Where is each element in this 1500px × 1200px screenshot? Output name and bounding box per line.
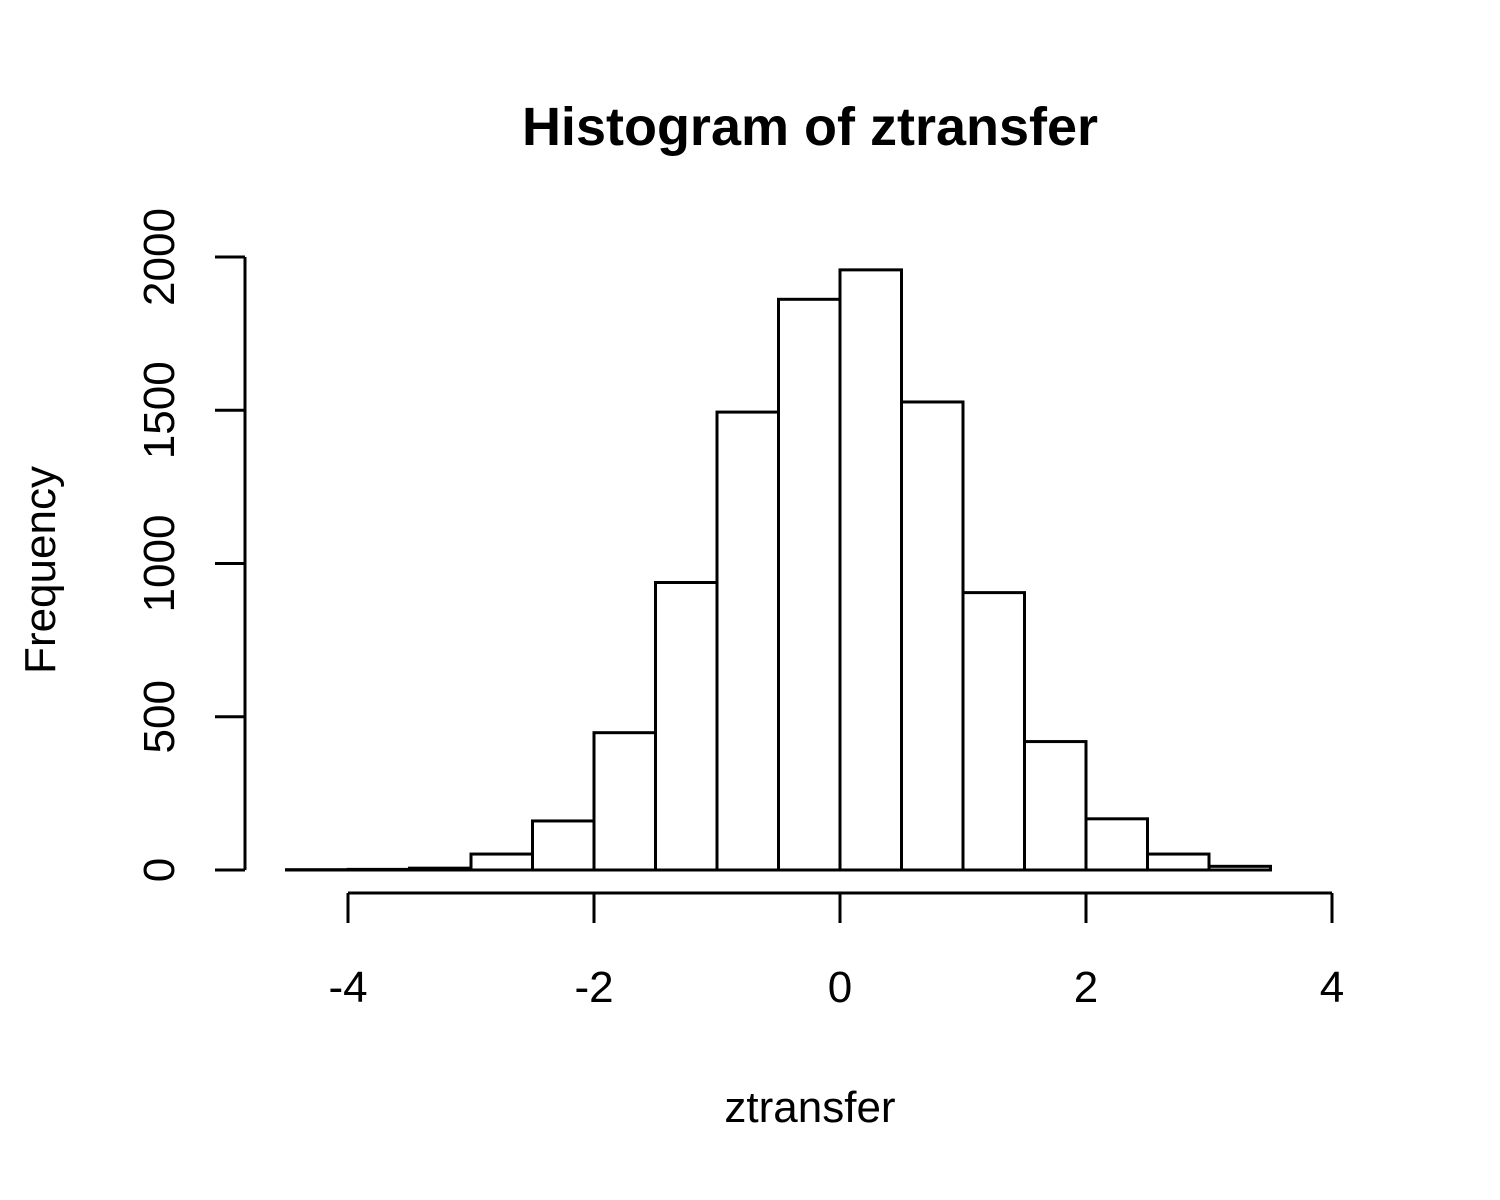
- y-tick-label: 500: [135, 680, 184, 753]
- y-tick-label: 1500: [135, 361, 184, 459]
- y-tick-label: 2000: [135, 208, 184, 306]
- bars-group: [285, 268, 1272, 872]
- histogram-bar: [469, 852, 534, 872]
- histogram-bar: [1146, 852, 1211, 872]
- histogram-bar: [900, 400, 965, 872]
- x-axis: -4 -2 0 2 4: [328, 891, 1344, 1012]
- x-axis-label: ztransfer: [724, 1083, 895, 1132]
- y-tick-label: 1000: [135, 515, 184, 613]
- y-axis: 0 500 1000 1500 2000: [135, 208, 247, 882]
- histogram-bar: [654, 581, 719, 872]
- histogram-bar: [1084, 817, 1149, 872]
- histogram-bar: [1023, 740, 1088, 872]
- y-axis-label: Frequency: [16, 466, 65, 674]
- histogram-bar: [961, 591, 1026, 872]
- histogram-bar: [592, 731, 657, 872]
- chart-title: Histogram of ztransfer: [522, 97, 1098, 157]
- histogram-bar: [838, 268, 903, 872]
- histogram-bar: [777, 297, 842, 872]
- x-tick-label: -4: [328, 963, 367, 1012]
- histogram-bar: [531, 819, 596, 872]
- x-tick-label: -2: [574, 963, 613, 1012]
- x-tick-label: 2: [1074, 963, 1098, 1012]
- histogram-bar: [715, 410, 780, 872]
- y-tick-label: 0: [135, 858, 184, 882]
- x-tick-label: 4: [1320, 963, 1344, 1012]
- x-tick-label: 0: [828, 963, 852, 1012]
